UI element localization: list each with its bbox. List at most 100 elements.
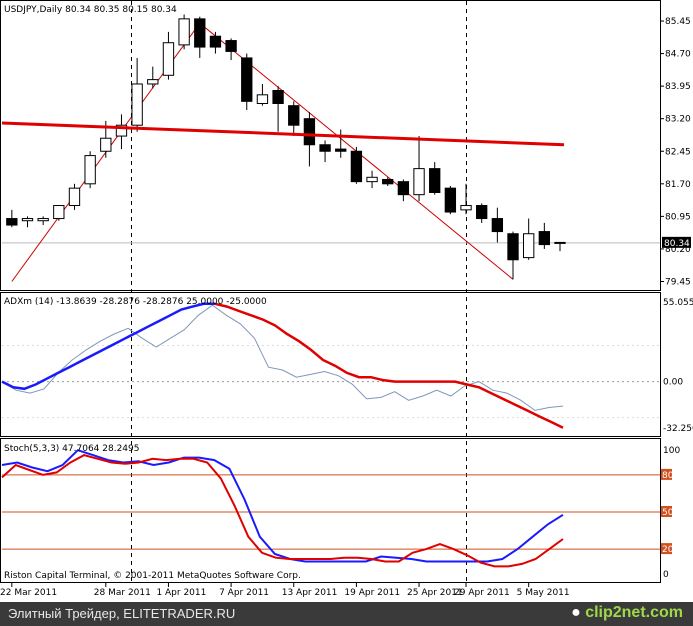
- candle-body: [460, 205, 472, 211]
- candle: [507, 231, 519, 280]
- candle-body: [256, 94, 269, 105]
- candle: [413, 136, 425, 202]
- candle-body: [6, 218, 18, 226]
- candle: [460, 183, 472, 215]
- price-tick-label: 79.45: [665, 277, 691, 287]
- candle: [194, 16, 206, 58]
- candle: [209, 31, 222, 54]
- candle-body: [413, 168, 425, 196]
- candle: [147, 66, 159, 89]
- price-tick-label: 83.20: [665, 115, 691, 125]
- price-tick-label: 83.95: [665, 82, 691, 92]
- price-tick-label: 82.45: [665, 147, 691, 157]
- candle-body: [115, 124, 128, 137]
- stoch-signal-line: [1, 454, 564, 568]
- candle: [303, 112, 316, 167]
- candle-body: [178, 18, 190, 46]
- candle: [131, 57, 143, 132]
- adx-tick-label: -32.256: [663, 424, 693, 434]
- candle-body: [53, 205, 65, 220]
- stoch-panel-frame: [0, 438, 661, 583]
- candle: [523, 218, 535, 260]
- adx-minus-line: [214, 302, 564, 429]
- stoch-level-tag: [661, 468, 672, 480]
- adx-axis: 55.0552 0.00 -32.256: [663, 298, 693, 434]
- candle: [366, 170, 378, 189]
- candle: [444, 185, 457, 215]
- clip2net-logo: ● clip2net.com: [571, 604, 683, 621]
- candle: [6, 209, 18, 228]
- stoch-tick-label: 0: [663, 570, 669, 580]
- candle-body: [162, 42, 175, 76]
- candle-body: [507, 233, 519, 261]
- candle-body: [444, 187, 457, 213]
- price-panel-frame: [0, 0, 661, 291]
- candle-body: [429, 168, 441, 193]
- candle: [429, 162, 441, 195]
- candle-body: [554, 241, 566, 244]
- stoch-level-tag: [661, 543, 672, 555]
- candle-body: [131, 83, 143, 126]
- candle-body: [319, 144, 331, 152]
- candle: [335, 129, 347, 158]
- candle-body: [194, 18, 206, 48]
- candle-body: [303, 118, 316, 146]
- trading-chart: 85.45 84.70 83.95 83.20 82.45 81.70 80.95 80.20…: [0, 0, 693, 598]
- price-axis: 85.45 84.70 83.95 83.20 82.45 81.70 80.95 80.20…: [660, 17, 691, 287]
- price-tick-label: 85.45: [665, 17, 691, 27]
- candle: [162, 31, 175, 80]
- candle-body: [335, 148, 347, 152]
- stoch-tick-label: 100: [663, 446, 680, 456]
- candle: [115, 114, 128, 150]
- candle: [84, 151, 96, 189]
- candle-body: [538, 231, 551, 246]
- current-price-tag: 80.34: [662, 236, 691, 249]
- stoch-level-label: 80: [662, 471, 674, 481]
- footer-bar: Элитный Трейдер, ELITETRADER.RU ● clip2n…: [0, 602, 693, 626]
- candle-body: [288, 105, 300, 126]
- candle: [319, 140, 331, 163]
- candle-body: [382, 178, 394, 185]
- moving-average-line: [1, 121, 565, 147]
- date-label: 19 Apr 2011: [344, 588, 400, 598]
- price-tick-label: 81.70: [665, 180, 691, 190]
- date-label: 22 Mar 2011: [0, 588, 57, 598]
- candle-body: [366, 176, 378, 183]
- candle-body: [241, 57, 253, 102]
- candle: [53, 205, 65, 221]
- candle: [288, 101, 300, 137]
- footer-caption: Элитный Трейдер, ELITETRADER.RU: [8, 606, 236, 621]
- candle-body: [37, 218, 49, 222]
- candle-body: [84, 155, 96, 185]
- candle-body: [100, 137, 112, 152]
- stoch-level-tag: [661, 506, 672, 517]
- stoch-axis: 100 0: [663, 446, 680, 580]
- candle-body: [147, 79, 159, 85]
- date-label: 13 Apr 2011: [282, 588, 338, 598]
- candle: [68, 183, 81, 210]
- adx-panel-frame: [0, 292, 661, 437]
- stoch-level-label: 20: [662, 545, 674, 555]
- candle: [554, 241, 566, 252]
- date-label: 29 Apr 2011: [454, 588, 510, 598]
- candle-body: [209, 35, 222, 48]
- stoch-level-label: 50: [662, 508, 674, 518]
- price-tick-label: 84.70: [665, 50, 691, 60]
- candle: [272, 86, 284, 132]
- date-label: 1 Apr 2011: [156, 588, 206, 598]
- terminal-credit: Riston Capital Terminal, © 2001-2011 Met…: [4, 571, 301, 581]
- stoch-levels: 80 50 20: [2, 468, 674, 555]
- adx-tick-label: 0.00: [663, 378, 683, 388]
- candle: [21, 216, 34, 228]
- stoch-main-line: [1, 449, 564, 563]
- candle-body: [225, 40, 237, 52]
- price-panel-title: USDJPY,Daily 80.34 80.35 80.15 80.34: [4, 5, 177, 15]
- candle: [256, 83, 269, 106]
- stoch-panel-title: Stoch(5,3,3) 47.7064 28.2495: [4, 444, 139, 454]
- price-tick-label: 80.95: [665, 212, 691, 222]
- date-label: 7 Apr 2011: [219, 588, 269, 598]
- candles: [6, 14, 566, 280]
- candle: [397, 179, 410, 202]
- current-price-label: 80.34: [664, 239, 690, 249]
- candle-body: [397, 181, 410, 196]
